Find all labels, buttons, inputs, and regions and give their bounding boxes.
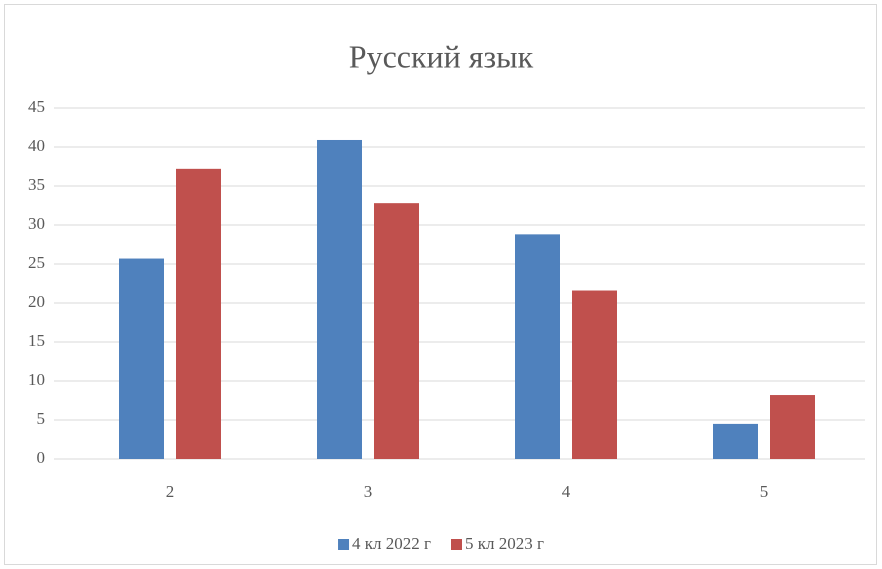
y-tick-label: 10 bbox=[28, 370, 45, 389]
bar bbox=[515, 234, 560, 459]
y-tick-label: 30 bbox=[28, 214, 45, 233]
y-tick-label: 20 bbox=[28, 292, 45, 311]
bar bbox=[119, 258, 164, 459]
legend-label: 5 кл 2023 г bbox=[465, 534, 544, 553]
bar bbox=[176, 168, 221, 459]
bar bbox=[572, 290, 617, 459]
y-tick-label: 40 bbox=[28, 136, 45, 155]
legend-label: 4 кл 2022 г bbox=[352, 534, 431, 553]
chart-title: Русский язык bbox=[349, 38, 534, 74]
x-tick-label: 4 bbox=[562, 482, 571, 501]
bar bbox=[317, 139, 362, 460]
x-tick-label: 5 bbox=[760, 482, 769, 501]
y-tick-label: 0 bbox=[37, 448, 46, 467]
y-tick-label: 45 bbox=[28, 97, 45, 116]
bar bbox=[374, 203, 419, 459]
y-tick-label: 35 bbox=[28, 175, 45, 194]
legend-swatch bbox=[338, 539, 350, 550]
bar bbox=[770, 395, 815, 459]
y-tick-label: 25 bbox=[28, 253, 45, 272]
legend-swatch bbox=[451, 539, 462, 550]
bar bbox=[713, 423, 758, 459]
x-tick-label: 3 bbox=[364, 482, 373, 501]
x-tick-label: 2 bbox=[166, 482, 175, 501]
y-tick-label: 5 bbox=[37, 409, 46, 428]
y-tick-label: 15 bbox=[28, 331, 45, 350]
legend-item: 5 кл 2023 г bbox=[451, 534, 544, 553]
legend-item: 4 кл 2022 г bbox=[338, 534, 431, 553]
